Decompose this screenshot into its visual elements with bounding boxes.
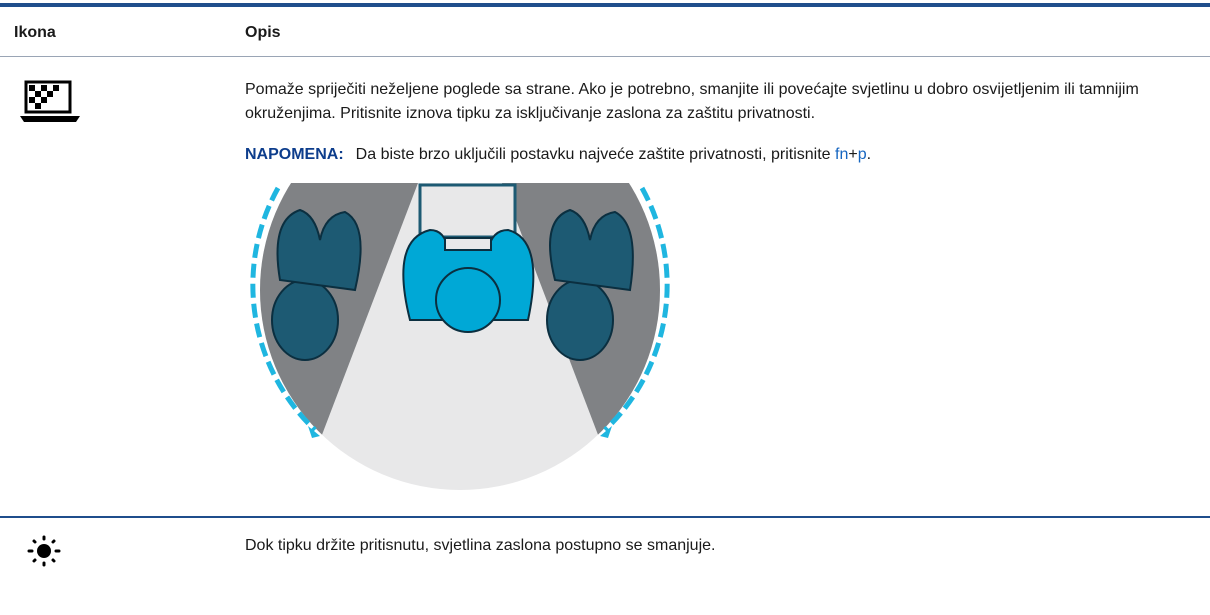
note-text: Da biste brzo uključili postavku najveće… <box>355 146 831 163</box>
row2-description: Dok tipku držite pritisnutu, svjetlina z… <box>245 537 716 554</box>
note-end: . <box>866 146 872 163</box>
note: NAPOMENA: Da biste brzo uključili postavk… <box>245 146 871 164</box>
row-rule <box>0 516 1210 518</box>
row1-description: Pomaže spriječiti neželjene poglede sa s… <box>245 81 1139 122</box>
note-label: NAPOMENA: <box>245 146 344 163</box>
privacy-icon <box>20 80 80 122</box>
key-p: p <box>857 146 867 163</box>
header-desc: Opis <box>245 24 281 41</box>
key-fn: fn <box>835 146 849 163</box>
privacy-illustration <box>250 183 670 490</box>
top-border <box>0 3 1210 7</box>
brightness-down-icon <box>27 535 61 567</box>
key-plus: + <box>848 146 858 163</box>
header-rule <box>0 56 1210 57</box>
header-icon: Ikona <box>14 24 56 41</box>
